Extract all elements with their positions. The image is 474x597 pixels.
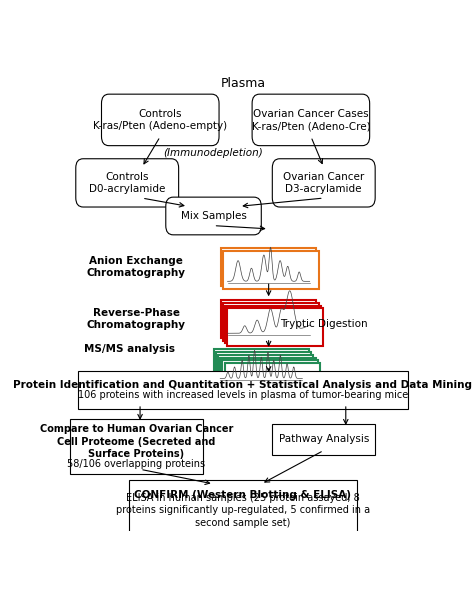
FancyBboxPatch shape (225, 363, 320, 396)
Text: Plasma: Plasma (220, 76, 265, 90)
Text: Tryptic Digestion: Tryptic Digestion (280, 319, 367, 328)
FancyBboxPatch shape (220, 358, 316, 390)
Text: Pathway Analysis: Pathway Analysis (279, 435, 369, 444)
FancyBboxPatch shape (228, 309, 323, 346)
Text: MS/MS analysis: MS/MS analysis (83, 344, 174, 354)
FancyBboxPatch shape (221, 248, 316, 286)
Text: Reverse-Phase
Chromatography: Reverse-Phase Chromatography (87, 308, 186, 330)
Text: Compare to Human Ovarian Cancer
Cell Proteome (Secreted and
Surface Proteins): Compare to Human Ovarian Cancer Cell Pro… (40, 424, 233, 459)
Text: Mix Samples: Mix Samples (181, 211, 246, 221)
FancyBboxPatch shape (166, 197, 261, 235)
FancyBboxPatch shape (223, 251, 319, 288)
FancyBboxPatch shape (223, 303, 319, 340)
Text: 58/106 overlapping proteins: 58/106 overlapping proteins (67, 458, 205, 469)
FancyBboxPatch shape (272, 159, 375, 207)
Text: Ovarian Cancer Cases
K-ras/Pten (Adeno-Cre): Ovarian Cancer Cases K-ras/Pten (Adeno-C… (252, 109, 370, 131)
FancyBboxPatch shape (101, 94, 219, 146)
Text: Ovarian Cancer
D3-acrylamide: Ovarian Cancer D3-acrylamide (283, 172, 365, 194)
FancyBboxPatch shape (216, 352, 311, 385)
Text: (Immunodepletion): (Immunodepletion) (164, 149, 264, 158)
Text: CONFIRM (Western Blotting & ELISA): CONFIRM (Western Blotting & ELISA) (135, 490, 351, 500)
FancyBboxPatch shape (222, 361, 318, 393)
Text: Controls
K-ras/Pten (Adeno-empty): Controls K-ras/Pten (Adeno-empty) (93, 109, 228, 131)
FancyBboxPatch shape (252, 94, 370, 146)
FancyBboxPatch shape (129, 481, 357, 532)
Text: Anion Exchange
Chromatography: Anion Exchange Chromatography (87, 256, 186, 278)
Text: ELISA in human samples (25 protein assayed, 8
proteins significantly up-regulate: ELISA in human samples (25 protein assay… (116, 493, 370, 528)
FancyBboxPatch shape (272, 424, 375, 455)
FancyBboxPatch shape (218, 355, 313, 388)
FancyBboxPatch shape (213, 349, 309, 383)
Text: 106 proteins with increased levels in plasma of tumor-bearing mice: 106 proteins with increased levels in pl… (78, 390, 408, 401)
FancyBboxPatch shape (70, 418, 202, 474)
FancyBboxPatch shape (76, 159, 179, 207)
FancyBboxPatch shape (221, 300, 316, 338)
FancyBboxPatch shape (225, 306, 321, 343)
FancyBboxPatch shape (78, 371, 408, 408)
Text: Protein Identification and Quantitation + Statistical Analysis and Data Mining: Protein Identification and Quantitation … (13, 380, 473, 390)
Text: Controls
D0-acrylamide: Controls D0-acrylamide (89, 172, 165, 194)
